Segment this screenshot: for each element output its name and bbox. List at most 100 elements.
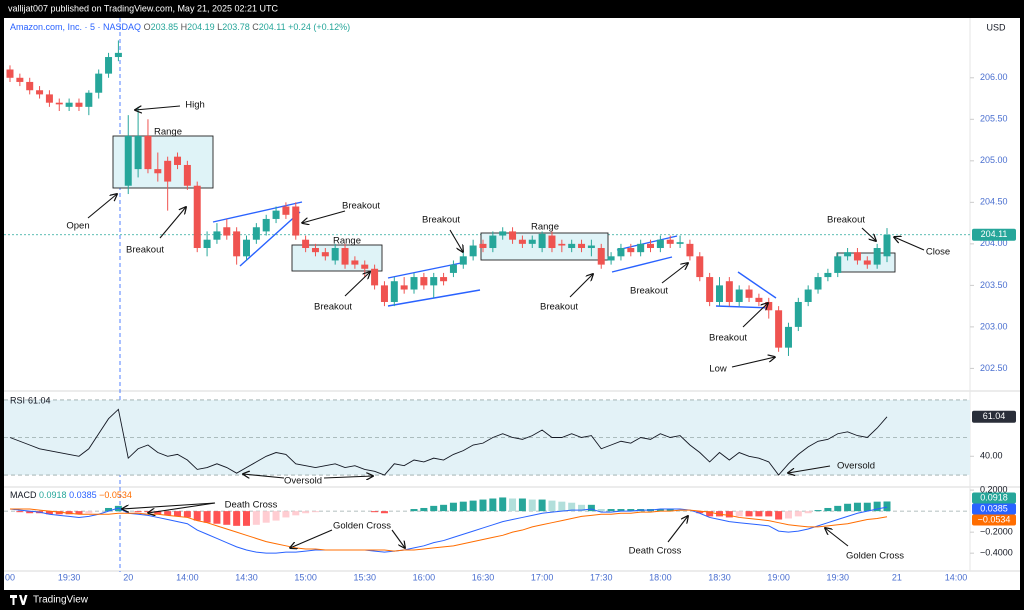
candle-body [627, 248, 635, 253]
x-tick-label: 18:30 [708, 572, 731, 582]
candle-body [706, 277, 714, 302]
histogram-bar [134, 511, 142, 513]
x-tick-label: 14:00 [945, 572, 968, 582]
candle-body [262, 218, 270, 232]
candle-body [75, 102, 83, 107]
legend-item: 204.19 [187, 22, 215, 32]
candle-body [380, 285, 388, 302]
candle-body [282, 206, 290, 215]
candle-body [686, 243, 694, 257]
histogram-bar [292, 511, 300, 516]
candle-body [637, 243, 645, 253]
histogram-bar [784, 511, 792, 519]
candle-body [863, 260, 871, 265]
histogram-bar [834, 505, 842, 512]
histogram-bar [509, 498, 517, 512]
annotation-arrow [302, 210, 346, 223]
histogram-bar [489, 498, 497, 512]
annotation-arrow [731, 357, 775, 368]
candle-body [509, 231, 517, 240]
histogram-bar [85, 511, 93, 514]
histogram-bar [538, 499, 546, 512]
rsi-title: RSI [10, 395, 25, 405]
histogram-bar [459, 501, 467, 512]
histogram-bar [745, 511, 753, 517]
histogram-bar [824, 507, 832, 512]
last-price-label: 204.11 [981, 229, 1008, 239]
rsi-tag-label: 61.04 [983, 411, 1006, 421]
histogram-bar [804, 511, 812, 514]
candle-body [311, 248, 319, 253]
candle-body [647, 243, 655, 249]
x-tick-label: 18:00 [649, 572, 672, 582]
annotation-arrow [243, 474, 285, 479]
histogram-bar [568, 502, 576, 512]
annotation-arrow [661, 263, 688, 284]
annotation-arrow [122, 502, 216, 509]
histogram-bar [863, 502, 871, 512]
candle-body [154, 169, 162, 174]
candle-body [183, 164, 191, 186]
candle-body [341, 248, 349, 265]
histogram-bar [65, 511, 73, 515]
trend-line [239, 211, 301, 267]
legend-item: −0.0534 [99, 490, 132, 500]
annotation: Oversold [837, 461, 875, 472]
histogram-bar [518, 498, 526, 512]
candle-body [735, 289, 743, 302]
candle-body [105, 57, 113, 74]
histogram-bar [794, 511, 802, 517]
annotation-arrow [788, 465, 831, 473]
candle-body [725, 281, 733, 302]
y-tick-label: 40.00 [980, 451, 1003, 461]
candle-body [696, 256, 704, 278]
macd-tag-label: −0.0534 [978, 514, 1011, 524]
histogram-bar [696, 511, 704, 514]
macd-tag-label: 0.0918 [980, 492, 1008, 502]
x-tick-label: 19:00 [767, 572, 790, 582]
histogram-bar [853, 502, 861, 512]
candle-body [834, 256, 842, 273]
y-tick-label: 204.50 [980, 197, 1008, 207]
candle-body [440, 277, 448, 282]
candle-body [420, 277, 428, 286]
annotation: Open [66, 221, 89, 232]
candle-body [400, 285, 408, 290]
histogram-bar [282, 511, 290, 518]
candle-body [459, 256, 467, 265]
y-tick-label: 206.00 [980, 72, 1008, 82]
annotation: Breakout [709, 333, 747, 344]
x-tick-label: 20 [123, 572, 133, 582]
candle-body [252, 227, 260, 240]
annotation: Death Cross [629, 546, 682, 557]
annotation: Golden Cross [333, 521, 391, 532]
annotation-arrow [391, 529, 405, 548]
candle-body [134, 135, 142, 170]
candle-body [784, 326, 792, 348]
candle-body [272, 210, 280, 219]
candle-body [16, 77, 24, 82]
x-tick-label: 21 [892, 572, 902, 582]
histogram-bar [449, 502, 457, 512]
annotation: Breakout [827, 215, 865, 226]
annotation: Golden Cross [846, 551, 904, 562]
y-tick-label: −0.2000 [980, 527, 1013, 537]
histogram-bar [203, 511, 211, 523]
histogram-bar [242, 511, 250, 526]
y-tick-label: 0.2000 [980, 484, 1008, 494]
candle-body [558, 243, 566, 246]
histogram-bar [164, 511, 172, 516]
histogram-bar [578, 504, 586, 512]
candle-body [715, 285, 723, 302]
y-tick-label: 205.00 [980, 155, 1008, 165]
histogram-bar [735, 511, 743, 517]
candle-body [95, 73, 103, 93]
legend-item: +0.24 (+0.12%) [288, 22, 350, 32]
histogram-bar [676, 510, 684, 512]
candle-body [824, 272, 832, 278]
histogram-bar [174, 511, 182, 517]
candle-body [26, 81, 34, 91]
annotation-arrow [159, 207, 186, 239]
histogram-bar [380, 511, 388, 514]
histogram-bar [548, 500, 556, 512]
